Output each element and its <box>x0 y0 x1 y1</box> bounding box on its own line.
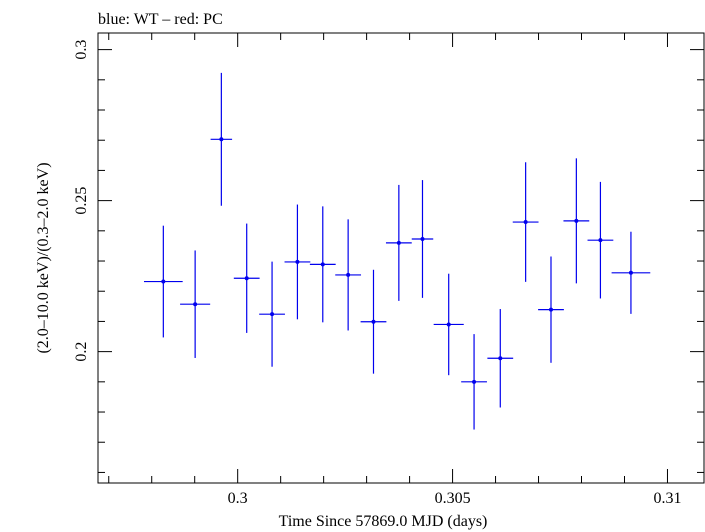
data-point <box>563 158 590 284</box>
data-point <box>180 250 211 358</box>
y-axis-label: (2.0–10.0 keV)/(0.3–2.0 keV) <box>35 162 52 353</box>
point-marker <box>270 312 275 317</box>
data-point <box>512 162 539 282</box>
y-tick-label: 0.2 <box>73 342 90 362</box>
point-marker <box>472 379 477 384</box>
point-marker <box>498 356 503 361</box>
data-point <box>259 261 285 367</box>
x-tick-label: 0.31 <box>653 490 681 507</box>
point-marker <box>420 236 425 241</box>
data-point <box>360 269 387 374</box>
point-marker <box>523 220 528 225</box>
data-point <box>587 181 614 299</box>
point-marker <box>574 218 579 223</box>
plot-frame <box>97 32 705 484</box>
data-point <box>335 219 362 331</box>
point-marker <box>598 238 603 243</box>
y-tick-label: 0.25 <box>73 187 90 215</box>
data-point <box>611 231 651 314</box>
data-point <box>233 223 260 333</box>
point-marker <box>396 240 401 245</box>
point-marker <box>295 259 300 264</box>
data-point <box>538 256 564 363</box>
data-point <box>487 309 514 408</box>
point-marker <box>244 276 249 281</box>
data-point <box>309 206 336 323</box>
point-marker <box>628 270 633 275</box>
x-axis-label: Time Since 57869.0 MJD (days) <box>279 513 488 530</box>
point-marker <box>548 307 553 312</box>
point-marker <box>371 319 376 324</box>
data-point <box>385 184 412 301</box>
y-tick-label: 0.3 <box>73 40 90 60</box>
data-point <box>284 204 311 320</box>
point-marker <box>193 302 198 307</box>
point-marker <box>346 272 351 277</box>
data-points <box>143 72 651 430</box>
point-marker <box>161 279 166 284</box>
data-point <box>143 225 183 338</box>
point-marker <box>446 322 451 327</box>
chart-title: blue: WT – red: PC <box>98 11 223 28</box>
data-point <box>461 334 487 430</box>
x-tick-label: 0.305 <box>435 490 471 507</box>
data-point <box>210 72 233 206</box>
data-point <box>433 273 464 376</box>
point-marker <box>219 137 224 142</box>
data-point <box>411 180 434 298</box>
axis-ticks: 0.3 0.305 0.31 0.2 0.25 0.3 <box>73 33 704 507</box>
point-marker <box>320 262 325 267</box>
x-tick-label: 0.3 <box>228 490 248 507</box>
